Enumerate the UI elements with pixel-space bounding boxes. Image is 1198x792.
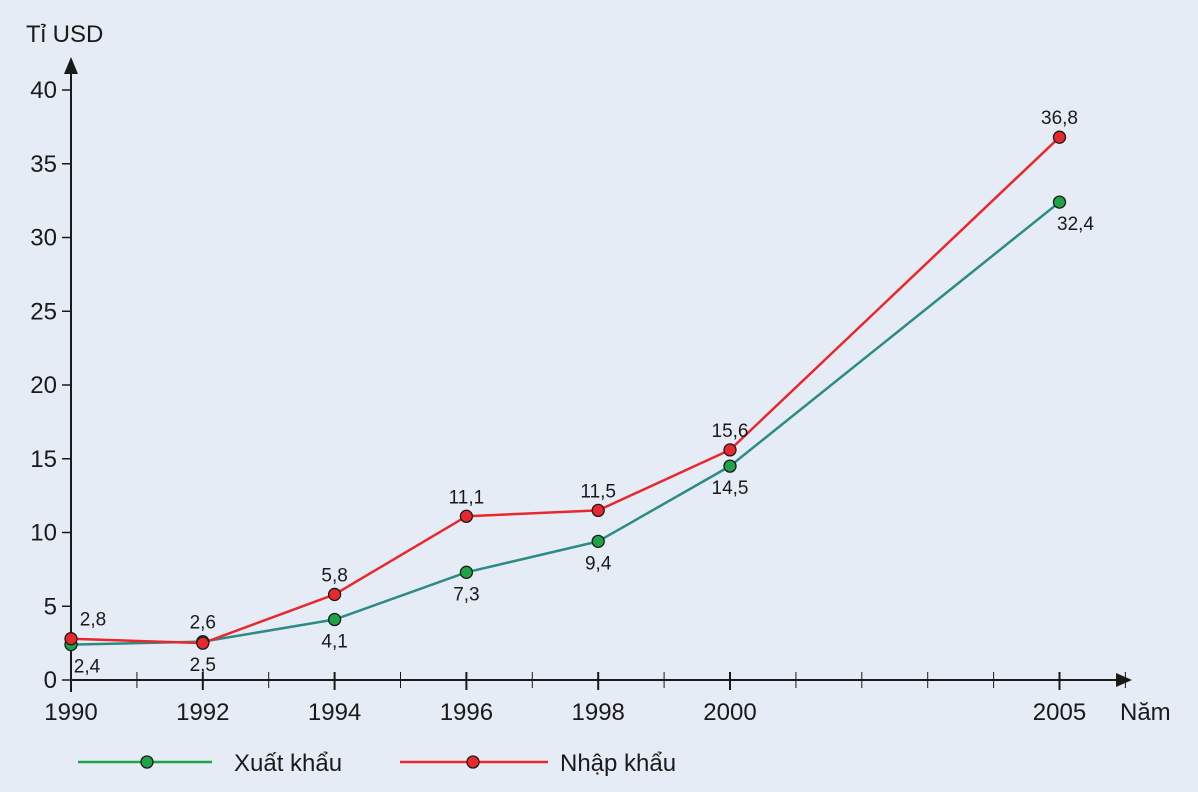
x-tick-label: 2000 (703, 699, 756, 726)
data-label: 2,4 (74, 657, 101, 678)
data-label: 32,4 (1057, 214, 1094, 235)
series-lines (70, 136, 1061, 646)
data-label: 11,5 (580, 481, 616, 502)
x-tick-label: 1994 (308, 699, 361, 726)
y-tick-label: 30 (30, 225, 57, 252)
x-tick-label: 1990 (44, 699, 97, 726)
chart-axes: Tỉ USD Năm (26, 21, 1171, 726)
legend-label: Xuất khẩu (234, 750, 342, 777)
y-tick-label: 10 (30, 520, 57, 547)
data-point (591, 534, 605, 548)
y-tick-label: 15 (30, 446, 57, 473)
y-tick-label: 25 (30, 298, 57, 325)
data-label: 2,8 (80, 610, 106, 631)
data-point (459, 565, 474, 579)
x-axis-title: Năm (1120, 699, 1171, 726)
y-tick-label: 20 (30, 372, 57, 399)
data-point (327, 587, 342, 602)
x-tick-label: 1996 (440, 699, 493, 726)
data-label: 15,6 (712, 421, 749, 442)
y-tick-label: 40 (30, 77, 57, 104)
legend-label: Nhập khẩu (560, 750, 676, 777)
data-point (1052, 130, 1067, 144)
x-tick-label: 1998 (572, 699, 625, 726)
series-line-nhap-khau (70, 136, 1061, 645)
y-tick-label: 0 (44, 667, 57, 694)
axis-ticks: 0 5 10 15 20 25 30 35 40 1990 1992 1994 1996 1998 2000… (30, 77, 1126, 726)
data-point (1052, 195, 1067, 209)
x-axis-arrow (1116, 673, 1132, 687)
y-axis-arrow (64, 57, 78, 74)
data-label: 11,1 (449, 487, 485, 508)
legend-marker (466, 755, 480, 769)
y-tick-label: 35 (30, 151, 57, 178)
y-tick-label: 5 (44, 593, 57, 620)
data-label: 14,5 (712, 478, 749, 499)
series-line-xuat-khau (70, 201, 1061, 646)
x-tick-label: 2005 (1033, 699, 1086, 726)
data-point (723, 443, 737, 457)
data-label: 7,3 (453, 584, 479, 605)
legend: Xuất khẩu Nhập khẩu (78, 750, 676, 777)
data-point (327, 612, 342, 627)
data-label: 2,5 (190, 655, 216, 676)
data-labels: 2,4 2,6 4,1 7,3 9,4 14,5 32,4 2,8 2,5 5,8 11,1 11,5… (74, 108, 1095, 677)
y-axis-title: Tỉ USD (26, 21, 103, 48)
x-tick-label: 1992 (176, 699, 229, 726)
data-label: 9,4 (585, 553, 612, 574)
data-point (591, 503, 605, 518)
data-label: 36,8 (1041, 108, 1078, 129)
legend-marker (140, 755, 154, 769)
data-label: 4,1 (321, 632, 347, 653)
series-markers (64, 130, 1067, 652)
data-label: 5,8 (321, 565, 347, 586)
data-point (64, 632, 78, 646)
data-point (459, 509, 474, 523)
data-point (723, 459, 737, 473)
data-point (196, 636, 210, 650)
data-label: 2,6 (190, 613, 216, 634)
